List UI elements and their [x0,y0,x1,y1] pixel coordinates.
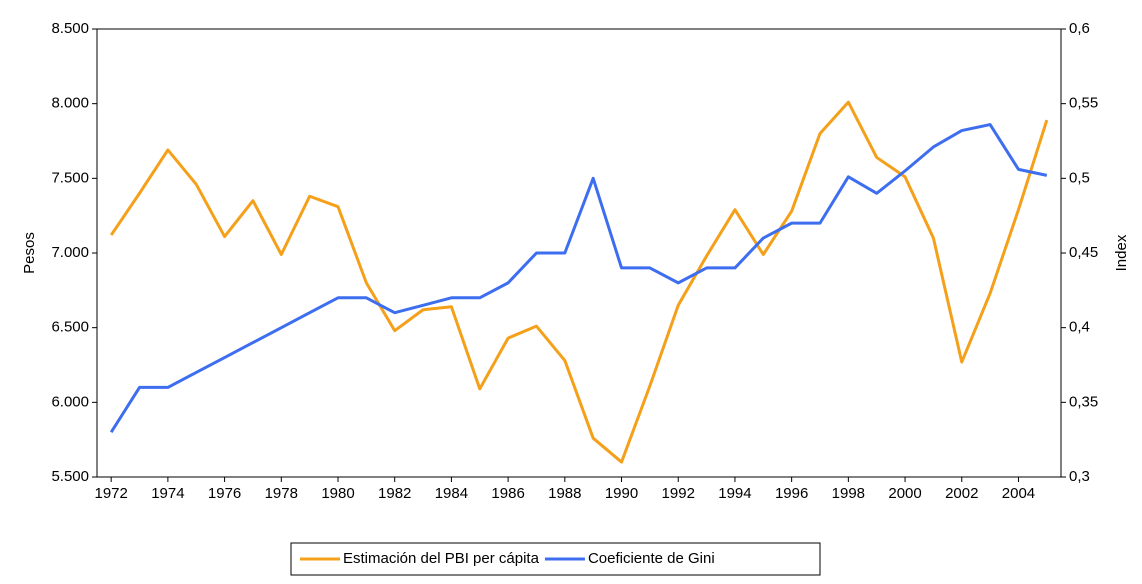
x-tick-label: 2004 [1002,485,1035,502]
y2-tick-label: 0,45 [1069,244,1098,261]
x-tick-label: 1974 [151,485,184,502]
y-tick-label: 7.500 [51,169,89,186]
y-tick-label: 6.000 [51,393,89,410]
x-tick-label: 1976 [208,485,241,502]
y2-tick-label: 0,35 [1069,393,1098,410]
x-tick-label: 2000 [888,485,921,502]
x-tick-label: 1980 [321,485,354,502]
x-tick-label: 1982 [378,485,411,502]
x-tick-label: 1996 [775,485,808,502]
legend-label: Estimación del PBI per cápita [343,550,540,567]
x-tick-label: 1990 [605,485,638,502]
y-tick-label: 8.000 [51,95,89,112]
x-tick-label: 1988 [548,485,581,502]
y2-tick-label: 0,5 [1069,169,1090,186]
x-tick-label: 1984 [435,485,468,502]
x-tick-label: 1998 [832,485,865,502]
y2-tick-label: 0,3 [1069,468,1090,485]
data-line [109,123,1048,434]
legend-label: Coeficiente de Gini [588,550,715,567]
data-line [109,100,1049,464]
y2-tick-label: 0,55 [1069,95,1098,112]
x-tick-label: 1972 [94,485,127,502]
y-axis-label: Pesos [21,232,38,274]
plot-area [96,28,1062,478]
y-tick-label: 5.500 [51,468,89,485]
y-tick-label: 6.500 [51,319,89,336]
y2-tick-label: 0,4 [1069,319,1090,336]
y2-axis-label: Index [1113,234,1130,271]
y2-tick-label: 0,6 [1069,20,1090,37]
x-tick-label: 2002 [945,485,978,502]
y-tick-label: 7.000 [51,244,89,261]
x-tick-label: 1978 [265,485,298,502]
x-tick-label: 1994 [718,485,751,502]
x-tick-label: 1992 [662,485,695,502]
x-tick-label: 1986 [491,485,524,502]
y-tick-label: 8.500 [51,20,89,37]
